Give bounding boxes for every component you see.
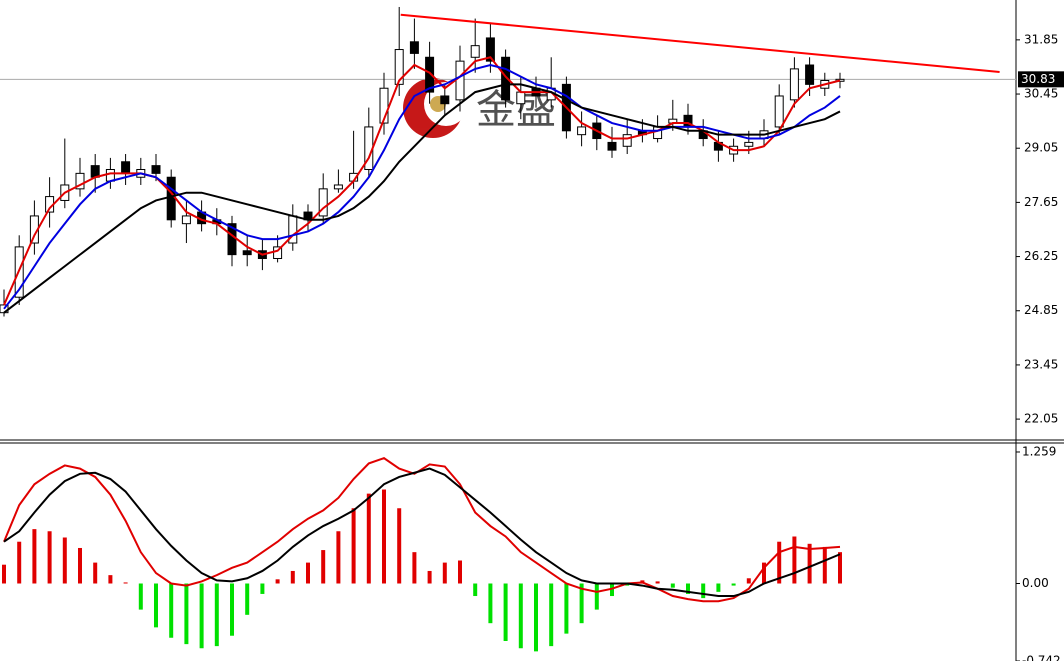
- y-tick-label: -0.742: [1022, 654, 1061, 661]
- candle-body: [470, 45, 480, 58]
- candle-body: [394, 49, 404, 85]
- candle-body: [485, 37, 495, 62]
- candle-body: [577, 126, 587, 136]
- candle-body: [789, 68, 799, 101]
- y-tick-label: 22.05: [1024, 412, 1058, 426]
- y-tick-label: 24.85: [1024, 303, 1058, 317]
- y-tick-label: 27.65: [1024, 195, 1058, 209]
- candle-body: [805, 64, 815, 85]
- candle-body: [181, 215, 191, 225]
- candle-body: [774, 95, 784, 128]
- y-tick-label: 0.00: [1022, 576, 1049, 590]
- candle-body: [151, 165, 161, 174]
- y-tick-label: 29.05: [1024, 141, 1058, 155]
- candle-body: [166, 176, 176, 221]
- candle-body: [409, 41, 419, 54]
- y-tick-label: 31.85: [1024, 32, 1058, 46]
- candle-body: [318, 188, 328, 217]
- trendline: [400, 13, 1000, 73]
- candle-body: [622, 134, 632, 147]
- indicator-line: [3, 83, 841, 314]
- candle-body: [744, 141, 754, 147]
- indicator-line: [3, 457, 841, 603]
- candle-body: [333, 184, 343, 190]
- indicator-line: [3, 63, 841, 310]
- y-tick-label: 23.45: [1024, 357, 1058, 371]
- candle-body: [75, 172, 85, 190]
- candle-body: [607, 141, 617, 151]
- candle-body: [440, 95, 450, 105]
- last-price-box: [1018, 71, 1064, 88]
- y-tick-label: 1.259: [1022, 444, 1056, 458]
- candle-body: [425, 56, 435, 93]
- y-tick-label: 26.25: [1024, 249, 1058, 263]
- last-price-label: 30.83: [1021, 72, 1055, 86]
- candle-body: [455, 60, 465, 101]
- y-tick-label: 30.45: [1024, 87, 1058, 101]
- watermark: 金盛: [476, 87, 556, 133]
- candle-body: [516, 91, 526, 105]
- candle-body: [242, 250, 252, 256]
- candle-body: [501, 56, 511, 101]
- indicator-line: [3, 467, 841, 598]
- candle-body: [379, 87, 389, 124]
- candle-body: [121, 161, 131, 174]
